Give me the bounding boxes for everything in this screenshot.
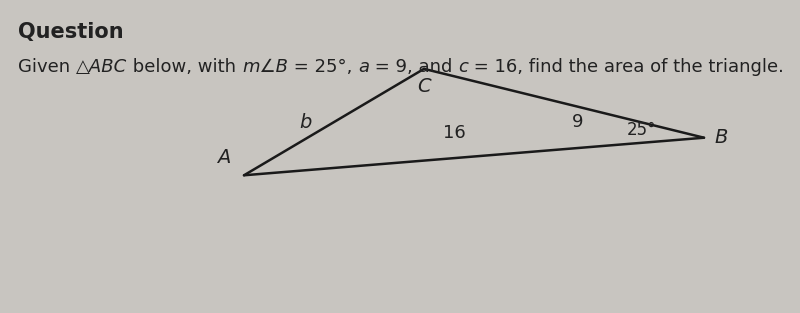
Text: = 16, find the area of the triangle.: = 16, find the area of the triangle.: [468, 58, 784, 76]
Text: △ABC: △ABC: [76, 58, 127, 76]
Text: A: A: [217, 148, 230, 167]
Text: a: a: [358, 58, 369, 76]
Text: = 9, and: = 9, and: [369, 58, 458, 76]
Text: c: c: [458, 58, 468, 76]
Text: 25°: 25°: [626, 121, 656, 139]
Text: 9: 9: [572, 113, 583, 131]
Text: below, with: below, with: [127, 58, 242, 76]
Text: Given: Given: [18, 58, 76, 76]
Text: = 25°,: = 25°,: [288, 58, 358, 76]
Text: Question: Question: [18, 22, 124, 42]
Text: m∠B: m∠B: [242, 58, 288, 76]
Text: 16: 16: [442, 125, 466, 142]
Text: B: B: [714, 128, 727, 147]
Text: b: b: [300, 113, 312, 131]
Text: C: C: [417, 77, 431, 96]
